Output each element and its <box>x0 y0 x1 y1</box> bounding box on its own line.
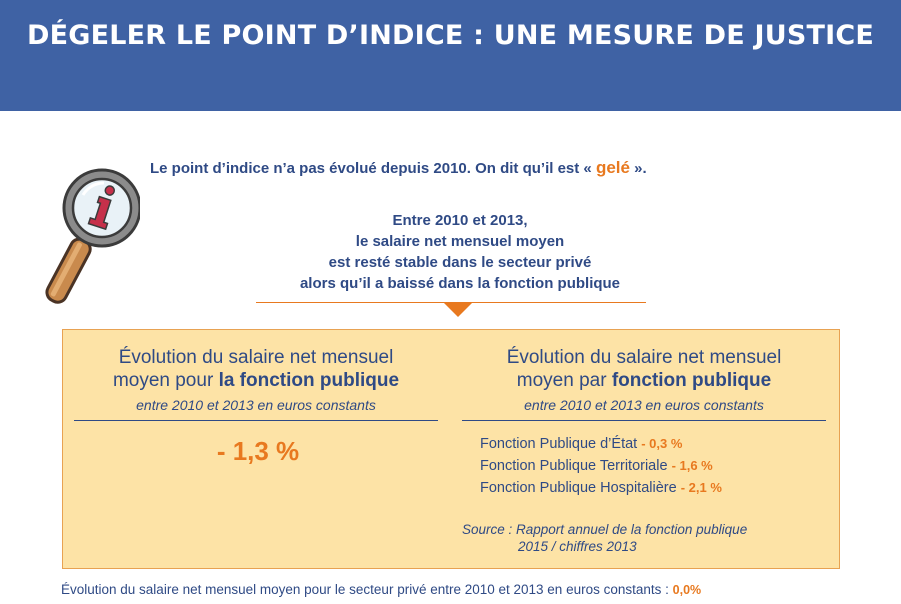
footnote-text: Évolution du salaire net mensuel moyen p… <box>61 582 669 597</box>
summary-line: est resté stable dans le secteur privé <box>328 254 592 271</box>
breakdown-value: - 1,6 % <box>671 458 713 473</box>
right-title-prefix: moyen par <box>516 370 607 391</box>
source-note: Source : Rapport annuel de la fonction p… <box>462 521 792 555</box>
left-column-divider <box>74 420 438 421</box>
left-title-line1: Évolution du salaire net mensuel <box>118 347 394 368</box>
summary-line: Entre 2010 et 2013, <box>392 212 528 229</box>
right-column-title: Évolution du salaire net mensuel moyen p… <box>462 346 826 392</box>
intro-text: Le point d’indice n’a pas évolué depuis … <box>150 160 592 177</box>
summary-line: le salaire net mensuel moyen <box>355 233 565 250</box>
right-title-line2: moyen par fonction publique <box>462 369 826 392</box>
summary-line: alors qu’il a baissé dans la fonction pu… <box>299 275 621 292</box>
source-line1: Source : Rapport annuel de la fonction p… <box>462 522 748 537</box>
left-column-title: Évolution du salaire net mensuel moyen p… <box>74 346 438 392</box>
intro-statement: Le point d’indice n’a pas évolué depuis … <box>150 158 770 178</box>
down-arrow-icon <box>444 303 472 317</box>
header-banner: DÉGELER LE POINT D’INDICE : UNE MESURE D… <box>0 0 901 111</box>
breakdown-value: - 2,1 % <box>680 480 722 495</box>
list-item: Fonction Publique Hospitalière - 2,1 % <box>480 477 820 499</box>
summary-statement: Entre 2010 et 2013, le salaire net mensu… <box>240 210 680 294</box>
left-column-subtitle: entre 2010 et 2013 en euros constants <box>136 397 376 413</box>
page-title: DÉGELER LE POINT D’INDICE : UNE MESURE D… <box>26 20 875 51</box>
statistics-panel <box>62 329 840 569</box>
magnifying-glass-info-icon <box>45 168 140 304</box>
list-item: Fonction Publique Territoriale - 1,6 % <box>480 455 820 477</box>
source-line2: 2015 / chiffres 2013 <box>518 539 637 554</box>
left-title-line2: moyen pour la fonction publique <box>74 369 438 392</box>
intro-highlight: gelé <box>595 158 630 177</box>
breakdown-label: Fonction Publique Territoriale <box>480 458 668 474</box>
right-column-divider <box>462 420 826 421</box>
right-title-bold: fonction publique <box>611 370 772 391</box>
left-title-prefix: moyen pour <box>112 370 214 391</box>
footnote-value: 0,0% <box>672 583 702 597</box>
breakdown-label: Fonction Publique d’État <box>480 436 638 452</box>
breakdown-label: Fonction Publique Hospitalière <box>480 480 677 496</box>
right-title-line1: Évolution du salaire net mensuel <box>506 347 782 368</box>
public-sector-change-value: - 1,3 % <box>216 436 300 466</box>
private-sector-footnote: Évolution du salaire net mensuel moyen p… <box>61 582 881 597</box>
right-column-subtitle: entre 2010 et 2013 en euros constants <box>524 397 764 413</box>
intro-text-end: ». <box>634 160 647 177</box>
list-item: Fonction Publique d’État - 0,3 % <box>480 433 820 455</box>
breakdown-list: Fonction Publique d’État - 0,3 % Fonctio… <box>480 433 820 499</box>
left-title-bold: la fonction publique <box>218 370 400 391</box>
summary-divider <box>256 302 646 303</box>
breakdown-value: - 0,3 % <box>641 436 683 451</box>
